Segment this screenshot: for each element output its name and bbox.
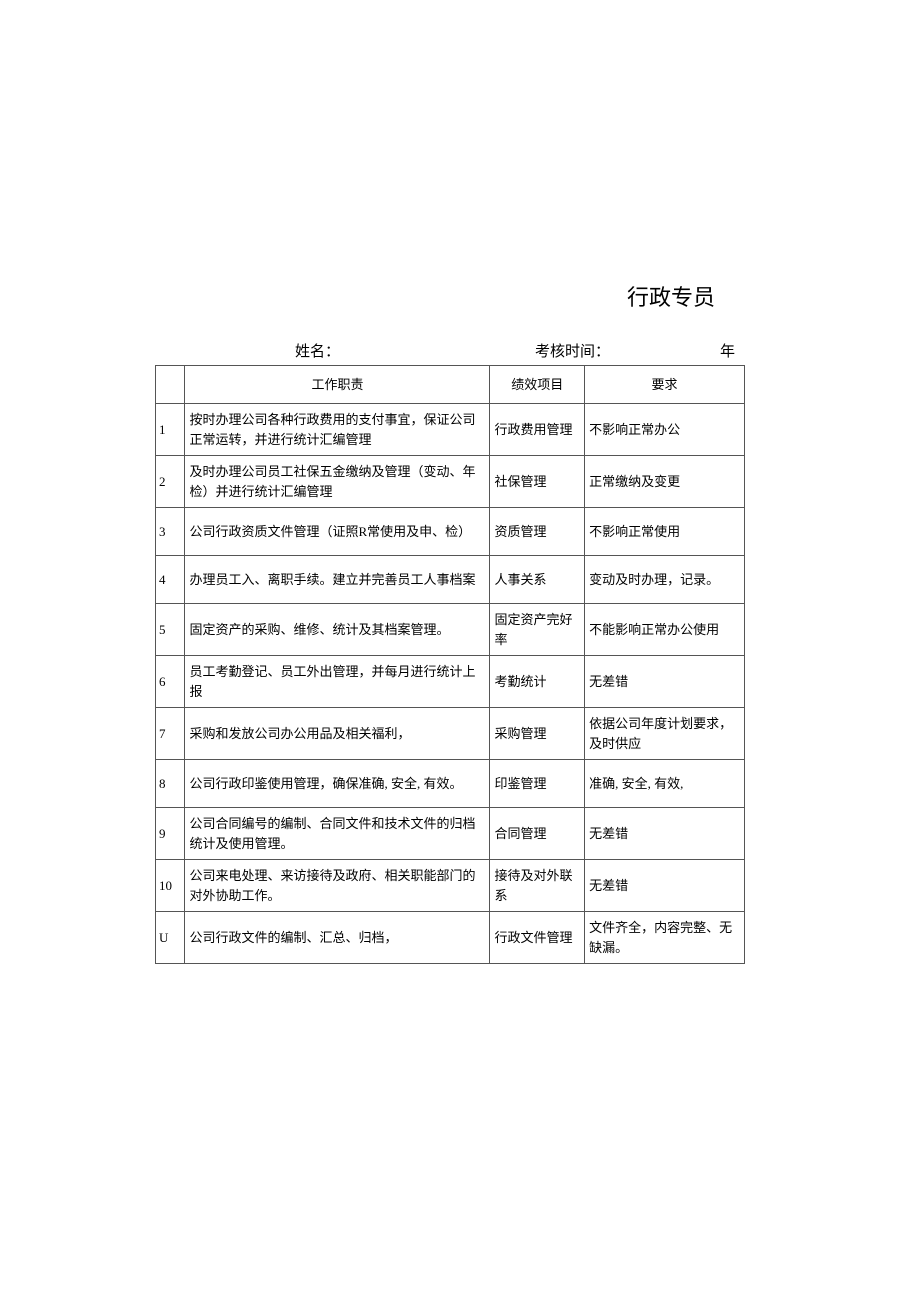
table-row: 8公司行政印鉴使用管理，确保准确, 安全, 有效。印鉴管理准确, 安全, 有效, xyxy=(156,760,745,808)
header-item: 绩效项目 xyxy=(490,366,585,404)
cell-num: 9 xyxy=(156,808,185,860)
table-row: 5固定资产的采购、维修、统计及其档案管理。固定资产完好率不能影响正常办公使用 xyxy=(156,604,745,656)
cell-duty: 采购和发放公司办公用品及相关福利， xyxy=(185,708,490,760)
name-label: 姓名： xyxy=(295,340,535,361)
cell-num: 1 xyxy=(156,404,185,456)
cell-req: 依据公司年度计划要求，及时供应 xyxy=(585,708,745,760)
page-title: 行政专员 xyxy=(155,280,745,312)
table-row: 9公司合同编号的编制、合同文件和技术文件的归档统计及使用管理。合同管理无差错 xyxy=(156,808,745,860)
table-row: 4办理员工入、离职手续。建立并完善员工人事档案人事关系变动及时办理，记录。 xyxy=(156,556,745,604)
cell-duty: 按时办理公司各种行政费用的支付事宜，保证公司正常运转，并进行统计汇编管理 xyxy=(185,404,490,456)
cell-req: 无差错 xyxy=(585,656,745,708)
cell-item: 人事关系 xyxy=(490,556,585,604)
cell-duty: 固定资产的采购、维修、统计及其档案管理。 xyxy=(185,604,490,656)
year-label: 年 xyxy=(695,340,735,361)
table-row: 6员工考勤登记、员工外出管理，并每月进行统计上报考勤统计无差错 xyxy=(156,656,745,708)
cell-item: 考勤统计 xyxy=(490,656,585,708)
table-row: 7采购和发放公司办公用品及相关福利，采购管理依据公司年度计划要求，及时供应 xyxy=(156,708,745,760)
cell-item: 行政文件管理 xyxy=(490,912,585,964)
cell-item: 社保管理 xyxy=(490,456,585,508)
cell-item: 合同管理 xyxy=(490,808,585,860)
cell-num: U xyxy=(156,912,185,964)
cell-item: 固定资产完好率 xyxy=(490,604,585,656)
cell-req: 文件齐全，内容完整、无缺漏。 xyxy=(585,912,745,964)
cell-num: 6 xyxy=(156,656,185,708)
document-container: 行政专员 姓名： 考核时间： 年 工作职责 绩效项目 要求 1按时办理公司各种行… xyxy=(155,280,745,964)
table-row: 2及时办理公司员工社保五金缴纳及管理（变动、年检）并进行统计汇编管理社保管理正常… xyxy=(156,456,745,508)
table-header-row: 工作职责 绩效项目 要求 xyxy=(156,366,745,404)
evaluation-table: 工作职责 绩效项目 要求 1按时办理公司各种行政费用的支付事宜，保证公司正常运转… xyxy=(155,365,745,964)
cell-num: 2 xyxy=(156,456,185,508)
header-num xyxy=(156,366,185,404)
cell-duty: 员工考勤登记、员工外出管理，并每月进行统计上报 xyxy=(185,656,490,708)
cell-num: 8 xyxy=(156,760,185,808)
table-row: 1按时办理公司各种行政费用的支付事宜，保证公司正常运转，并进行统计汇编管理行政费… xyxy=(156,404,745,456)
cell-duty: 公司合同编号的编制、合同文件和技术文件的归档统计及使用管理。 xyxy=(185,808,490,860)
table-row: 10公司来电处理、来访接待及政府、相关职能部门的对外协助工作。接待及对外联系无差… xyxy=(156,860,745,912)
cell-item: 资质管理 xyxy=(490,508,585,556)
header-duty: 工作职责 xyxy=(185,366,490,404)
cell-duty: 公司行政印鉴使用管理，确保准确, 安全, 有效。 xyxy=(185,760,490,808)
cell-duty: 公司行政资质文件管理（证照R常使用及申、检） xyxy=(185,508,490,556)
table-row: U公司行政文件的编制、汇总、归档，行政文件管理文件齐全，内容完整、无缺漏。 xyxy=(156,912,745,964)
cell-num: 3 xyxy=(156,508,185,556)
cell-num: 5 xyxy=(156,604,185,656)
cell-num: 7 xyxy=(156,708,185,760)
cell-duty: 公司来电处理、来访接待及政府、相关职能部门的对外协助工作。 xyxy=(185,860,490,912)
header-req: 要求 xyxy=(585,366,745,404)
cell-duty: 公司行政文件的编制、汇总、归档， xyxy=(185,912,490,964)
cell-req: 无差错 xyxy=(585,860,745,912)
cell-req: 不能影响正常办公使用 xyxy=(585,604,745,656)
cell-item: 印鉴管理 xyxy=(490,760,585,808)
cell-req: 不影响正常使用 xyxy=(585,508,745,556)
cell-item: 接待及对外联系 xyxy=(490,860,585,912)
table-row: 3公司行政资质文件管理（证照R常使用及申、检）资质管理不影响正常使用 xyxy=(156,508,745,556)
cell-num: 4 xyxy=(156,556,185,604)
time-label: 考核时间： xyxy=(535,340,695,361)
cell-num: 10 xyxy=(156,860,185,912)
cell-item: 采购管理 xyxy=(490,708,585,760)
cell-req: 正常缴纳及变更 xyxy=(585,456,745,508)
cell-req: 无差错 xyxy=(585,808,745,860)
cell-req: 不影响正常办公 xyxy=(585,404,745,456)
cell-duty: 办理员工入、离职手续。建立并完善员工人事档案 xyxy=(185,556,490,604)
cell-req: 变动及时办理，记录。 xyxy=(585,556,745,604)
cell-duty: 及时办理公司员工社保五金缴纳及管理（变动、年检）并进行统计汇编管理 xyxy=(185,456,490,508)
cell-req: 准确, 安全, 有效, xyxy=(585,760,745,808)
cell-item: 行政费用管理 xyxy=(490,404,585,456)
meta-row: 姓名： 考核时间： 年 xyxy=(155,340,745,361)
